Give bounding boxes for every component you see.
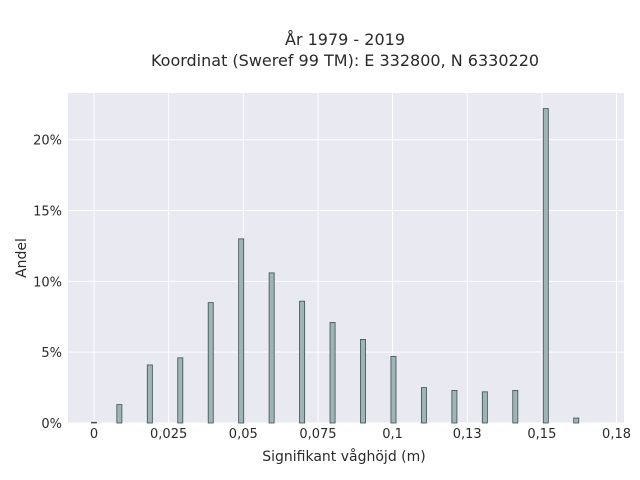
bar-0 xyxy=(91,421,97,424)
x-axis-ticks: 0 0,025 0,05 0,075 0,1 0,13 0,15 0,18 xyxy=(90,427,631,442)
chart-title: År 1979 - 2019 xyxy=(285,30,405,49)
bar-12 xyxy=(451,390,458,424)
x-tick-label: 0,025 xyxy=(150,427,187,442)
chart-subtitle: Koordinat (Sweref 99 TM): E 332800, N 63… xyxy=(151,51,539,70)
bar-2 xyxy=(146,364,153,424)
x-axis-label: Signifikant våghöjd (m) xyxy=(262,448,425,465)
bar-5 xyxy=(238,238,245,424)
x-tick-label: 0,05 xyxy=(229,427,258,442)
bar-11 xyxy=(420,387,427,424)
bar-4 xyxy=(207,302,214,424)
x-tick-label: 0,075 xyxy=(299,427,336,442)
bar-15 xyxy=(542,108,549,424)
y-axis-label: Andel xyxy=(14,238,30,278)
x-tick-label: 0 xyxy=(90,427,98,442)
x-tick-label: 0,18 xyxy=(602,427,631,442)
bar-13 xyxy=(481,391,488,424)
bars xyxy=(91,108,580,424)
x-tick-label: 0,1 xyxy=(382,427,403,442)
bar-8 xyxy=(329,322,336,424)
y-tick-label: 10% xyxy=(33,275,62,290)
bar-14 xyxy=(512,390,519,424)
bar-6 xyxy=(268,272,275,424)
x-tick-label: 0,15 xyxy=(527,427,556,442)
bar-9 xyxy=(360,339,366,424)
y-tick-label: 0% xyxy=(41,417,62,432)
y-tick-label: 20% xyxy=(33,134,62,149)
bar-7 xyxy=(299,300,306,424)
bar-3 xyxy=(177,357,184,424)
x-tick-label: 0,13 xyxy=(453,427,482,442)
y-tick-label: 5% xyxy=(41,346,62,361)
y-tick-label: 15% xyxy=(33,205,62,220)
plot-area xyxy=(68,93,624,423)
bar-1 xyxy=(116,404,123,424)
bar-16 xyxy=(573,417,580,424)
y-axis-ticks: 0% 5% 10% 15% 20% xyxy=(33,134,62,432)
bar-10 xyxy=(390,356,397,424)
